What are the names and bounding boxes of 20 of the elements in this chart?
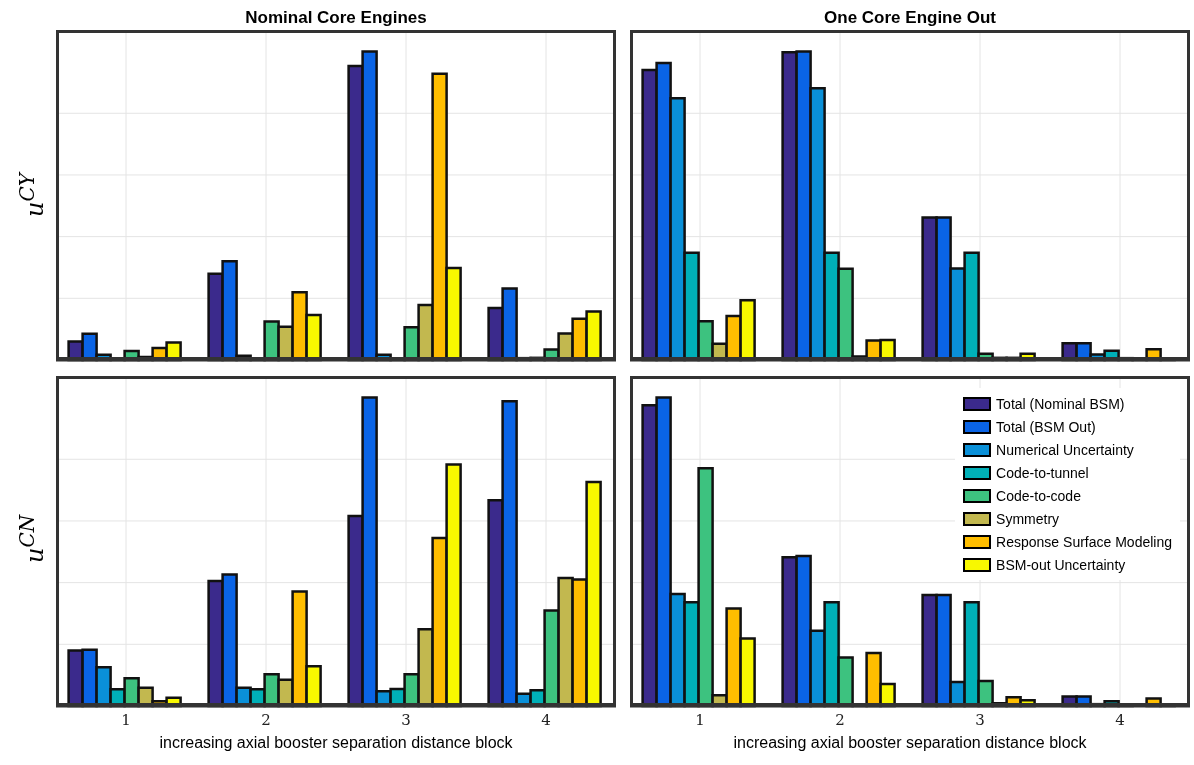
x-tick-label: 3 (975, 710, 985, 729)
legend-label: Symmetry (996, 510, 1060, 527)
legend-label: BSM-out Uncertainty (996, 556, 1126, 573)
legend-label: Numerical Uncertainty (996, 441, 1134, 458)
x-tick-label: 3 (401, 710, 411, 729)
legend-label: Total (BSM Out) (996, 418, 1096, 435)
legend-label: Code-to-code (996, 487, 1081, 504)
legend-label: Response Surface Modeling (996, 533, 1172, 550)
x-tick-label: 1 (121, 710, 131, 729)
x-tick-label: 2 (261, 710, 271, 729)
x-axis-title: increasing axial booster separation distance block (732, 734, 1088, 752)
x-tick-label: 4 (541, 710, 551, 729)
chart-title: Nominal Core Engines (244, 8, 428, 28)
legend-label: Total (Nominal BSM) (996, 395, 1125, 412)
chart-title: One Core Engine Out (823, 8, 997, 28)
x-tick-label: 4 (1115, 710, 1125, 729)
x-axis-title: increasing axial booster separation distance block (158, 734, 514, 752)
x-tick-label: 2 (835, 710, 845, 729)
legend-label: Code-to-tunnel (996, 464, 1089, 481)
x-tick-label: 1 (695, 710, 705, 729)
